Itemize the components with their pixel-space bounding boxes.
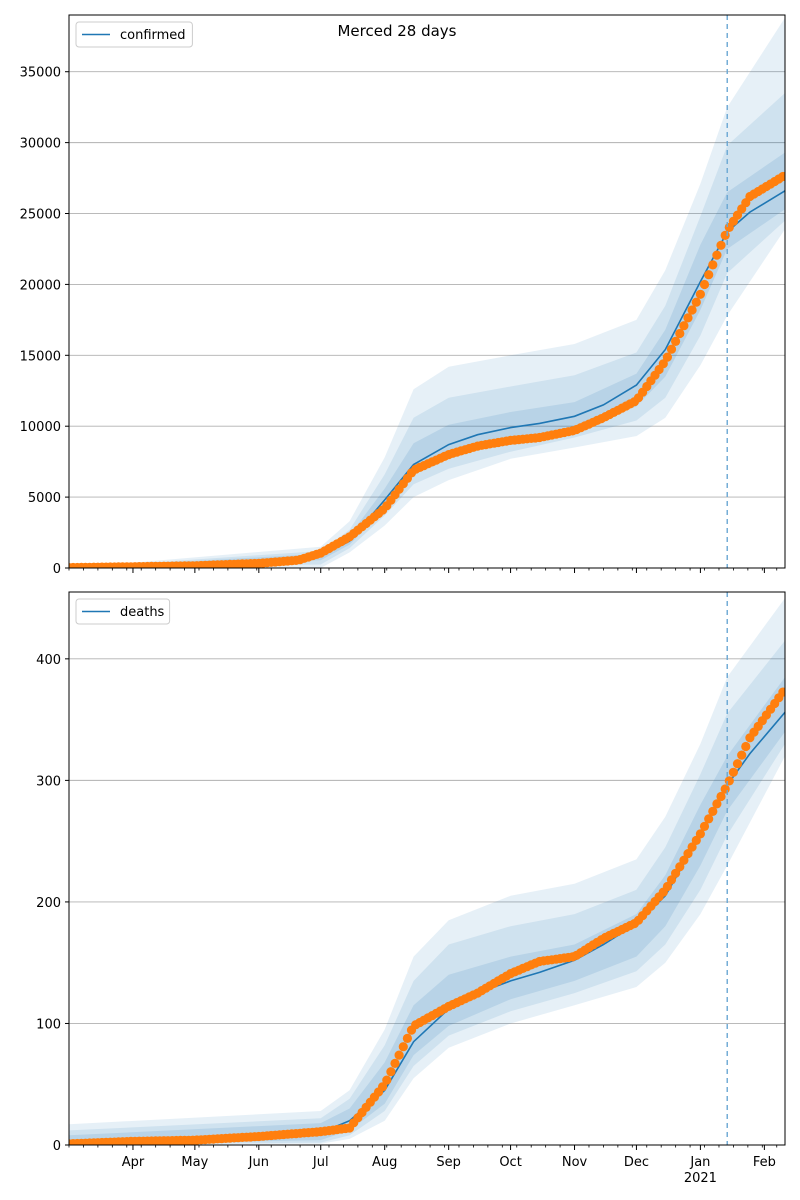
y-tick-label: 15000: [20, 349, 61, 364]
observed-point: [695, 289, 706, 299]
observed-point: [712, 250, 722, 260]
x-tick-label: Jul: [312, 1155, 329, 1170]
legend: deaths: [75, 598, 171, 625]
observed-point: [704, 270, 714, 280]
x-tick-label: Aug: [372, 1155, 397, 1170]
observed-point: [716, 240, 726, 250]
observed-point: [720, 230, 730, 240]
observed-point: [687, 305, 697, 315]
band-outer: [69, 598, 785, 1145]
x-tick-label: Sep: [436, 1155, 461, 1170]
observed-point: [671, 336, 681, 346]
observed-point: [390, 1058, 400, 1068]
observed-point: [691, 297, 701, 307]
observed-point: [778, 687, 785, 697]
observed-point: [683, 313, 693, 323]
observed-point: [741, 741, 751, 752]
y-tick-label: 10000: [20, 420, 61, 435]
band-middle: [69, 93, 785, 568]
legend: confirmed: [75, 21, 193, 48]
observed-point: [666, 344, 677, 354]
y-tick-label: 0: [53, 1139, 61, 1154]
axes-frame: [68, 14, 786, 569]
observed-point: [732, 759, 743, 769]
observed-point: [708, 806, 718, 817]
x-tick-label: 2021: [684, 1171, 717, 1186]
x-tick-label: May: [181, 1155, 208, 1170]
band-inner: [69, 677, 785, 1145]
observed-point: [394, 1050, 404, 1060]
x-tick-label: Oct: [499, 1155, 521, 1170]
observed-point: [662, 352, 673, 362]
x-tick-label: Dec: [624, 1155, 649, 1170]
band-outer: [69, 17, 785, 568]
observed-point: [720, 784, 730, 794]
observed-point: [662, 881, 673, 892]
legend-box: [75, 598, 171, 625]
chart-title: Merced 28 days: [337, 22, 456, 40]
legend-label: deaths: [120, 605, 165, 620]
x-tick-label: Jan: [689, 1155, 710, 1170]
observed-point: [695, 829, 706, 839]
deaths-panel: 0 100 200 300 400 Apr May Jun Jul Aug Sep Oct Nov Dec…: [36, 591, 786, 1186]
observed-point: [778, 171, 785, 182]
observed-point: [716, 791, 726, 802]
observed-point: [724, 776, 734, 786]
confirmed-panel: 0 5000 10000 15000 20000 25000 30000 35000 confi…: [20, 14, 786, 577]
observed-point: [671, 868, 681, 878]
band-middle: [69, 640, 785, 1145]
y-tick-label: 20000: [20, 278, 61, 293]
observed-point: [675, 328, 685, 339]
legend-box: [75, 21, 193, 48]
observed-point: [699, 279, 710, 290]
y-tick-label: 300: [36, 774, 61, 789]
observed-point: [402, 1033, 412, 1043]
y-tick-label: 5000: [28, 491, 61, 506]
x-tick-label: Feb: [753, 1155, 776, 1170]
axes-frame: [68, 591, 786, 1146]
observed-point: [679, 321, 689, 331]
observed-point: [666, 875, 677, 885]
x-tick-label: Jun: [248, 1155, 269, 1170]
observed-point: [386, 1067, 396, 1077]
observed-point: [382, 1075, 392, 1085]
observed-point: [687, 842, 697, 852]
y-tick-label: 400: [36, 653, 61, 668]
observed-point: [708, 260, 718, 270]
observed-point: [658, 359, 668, 369]
y-tick-label: 25000: [20, 208, 61, 223]
plot-area: [69, 17, 785, 568]
x-tick-label: Apr: [122, 1155, 145, 1170]
observed-point: [398, 1042, 408, 1052]
observed-point: [712, 799, 722, 809]
y-tick-label: 0: [53, 562, 61, 577]
x-tick-label: Nov: [562, 1155, 588, 1170]
observed-point: [704, 814, 714, 824]
observed-point: [378, 1082, 388, 1092]
plot-area: [69, 598, 785, 1145]
y-tick-label: 30000: [20, 137, 61, 152]
y-tick-label: 200: [36, 896, 61, 911]
legend-label: confirmed: [120, 28, 186, 43]
observed-point: [737, 750, 747, 760]
observed-point: [728, 767, 739, 777]
observed-point: [699, 821, 710, 832]
observed-point: [683, 849, 693, 859]
y-tick-label: 100: [36, 1017, 61, 1032]
observed-point: [679, 855, 689, 865]
y-tick-label: 35000: [20, 66, 61, 81]
